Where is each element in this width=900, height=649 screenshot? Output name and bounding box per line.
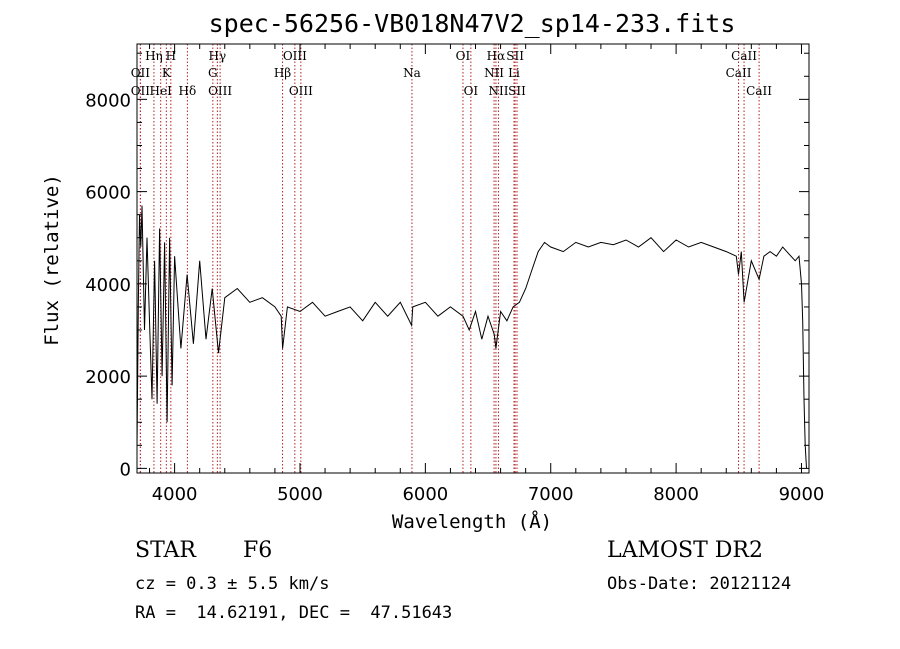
- x-tick-label: 7000: [528, 484, 574, 505]
- spectral-line-label: K: [162, 66, 172, 80]
- plot-frame: [136, 43, 810, 474]
- spectral-line-label: OIII: [283, 49, 307, 63]
- x-axis-label: Wavelength (Å): [392, 510, 552, 533]
- spectral-line-label: G: [208, 66, 218, 80]
- spectral-line-label: OII: [131, 84, 151, 98]
- spectral-line-labels: OII OII Hη HeI KH Hδ Hγ G OIII Hβ OIII OIII Na OI OI NI…: [131, 49, 773, 98]
- spectral-line-label: NII: [488, 84, 508, 98]
- spectral-line-label: Hγ: [209, 49, 227, 63]
- spectral-line-label: OII: [131, 66, 151, 80]
- y-tick-label: 6000: [85, 183, 131, 204]
- spectral-line-label: H: [166, 49, 176, 63]
- y-axis-ticks: 0 2000 4000 6000 8000: [85, 52, 809, 480]
- object-subclass: F6: [243, 538, 273, 563]
- spectral-line-label: OIII: [289, 84, 313, 98]
- survey-name: LAMOST DR2: [607, 538, 763, 563]
- y-tick-label: 0: [120, 459, 131, 480]
- y-tick-label: 2000: [85, 367, 131, 388]
- spectral-line-label: Hη: [145, 49, 163, 63]
- redshift-text: cz = 0.3 ± 5.5 km/s: [135, 574, 330, 594]
- spectral-line-label: Na: [403, 66, 421, 80]
- spectral-lines: [139, 44, 760, 473]
- spectral-line-label: OI: [456, 49, 471, 63]
- spectral-line-label: Hβ: [274, 66, 291, 80]
- coordinates-text: RA = 14.62191, DEC = 47.51643: [135, 603, 453, 623]
- y-tick-label: 4000: [85, 275, 131, 296]
- x-tick-label: 5000: [277, 484, 323, 505]
- x-axis-ticks: 4000 5000 6000 7000 8000 9000: [149, 44, 825, 505]
- spectral-line-label: SII: [506, 49, 524, 63]
- spectral-line-label: CaII: [726, 66, 752, 80]
- x-tick-label: 6000: [402, 484, 448, 505]
- spectral-line-label: OI: [464, 84, 479, 98]
- x-tick-label: 8000: [653, 484, 699, 505]
- spectral-line-label: Hδ: [179, 84, 197, 98]
- spectral-line-label: Hα: [487, 49, 506, 63]
- spectral-line-label: OIII: [208, 84, 232, 98]
- object-class: STAR: [135, 538, 196, 563]
- obs-date-text: Obs-Date: 20121124: [607, 574, 792, 594]
- spectral-line-label: HeI: [150, 84, 173, 98]
- chart-title: spec-56256-VB018N47V2_sp14-233.fits: [209, 9, 736, 38]
- spectral-line-label: SII: [508, 84, 526, 98]
- x-tick-label: 9000: [779, 484, 825, 505]
- spectral-line-label: CaII: [746, 84, 772, 98]
- x-tick-label: 4000: [152, 484, 198, 505]
- spectral-line-label: Li: [508, 66, 520, 80]
- y-tick-label: 8000: [85, 90, 131, 111]
- spectral-line-label: CaII: [731, 49, 757, 63]
- spectrum-line: [136, 205, 807, 469]
- y-axis-label: Flux (relative): [41, 174, 63, 346]
- spectral-line-label: NII: [484, 66, 504, 80]
